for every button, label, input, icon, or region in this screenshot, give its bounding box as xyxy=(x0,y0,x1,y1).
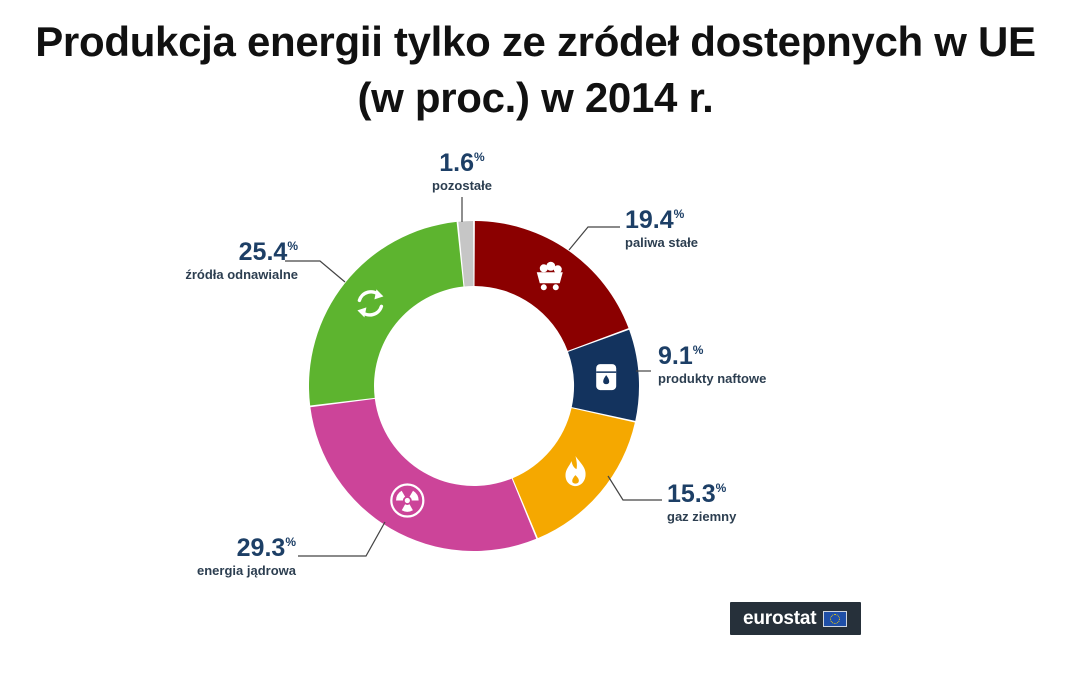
slice-pozostale xyxy=(458,221,474,287)
value-label-energia-jadrowa: 29.3% xyxy=(237,534,297,562)
category-label-gaz-ziemny: gaz ziemny xyxy=(667,509,737,524)
value-label-gaz-ziemny: 15.3% xyxy=(667,480,727,508)
leader-line-zrodla-odnawialne xyxy=(285,260,346,283)
percent-sign: % xyxy=(693,343,704,357)
slice-paliwa-stale-arc xyxy=(474,221,629,351)
chart-title: Produkcja energii tylko ze zródeł dostep… xyxy=(0,14,1071,126)
eurostat-logo-text: eurostat xyxy=(743,607,817,629)
slice-energia-jadrowa xyxy=(310,398,537,551)
slice-energia-jadrowa-arc xyxy=(310,398,537,551)
radiation-icon xyxy=(390,483,425,518)
recycle-icon xyxy=(357,289,384,318)
value-label-pozostale: 1.6% xyxy=(439,149,485,177)
value-label-produkty-naftowe: 9.1% xyxy=(658,342,704,370)
category-label-paliwa-stale: paliwa stałe xyxy=(625,235,698,250)
chart-title-line-1: Produkcja energii tylko ze zródeł dostep… xyxy=(35,18,1036,65)
slice-pozostale-arc xyxy=(458,221,474,287)
slice-produkty-naftowe xyxy=(568,329,639,421)
category-label-energia-jadrowa: energia jądrowa xyxy=(197,563,297,578)
leader-line-paliwa-stale xyxy=(568,226,620,251)
category-label-produkty-naftowe: produkty naftowe xyxy=(658,371,766,386)
eu-flag-icon xyxy=(823,610,848,627)
eurostat-logo: eurostat xyxy=(730,602,861,635)
chart-title-line-2: (w proc.) w 2014 r. xyxy=(357,74,714,121)
category-label-zrodla-odnawialne: źródła odnawialne xyxy=(185,267,298,282)
slice-zrodla-odnawialne-arc xyxy=(309,221,464,406)
coal-cart-icon xyxy=(536,261,563,291)
slice-paliwa-stale xyxy=(474,221,629,351)
percent-sign: % xyxy=(474,150,485,164)
leader-line-gaz-ziemny xyxy=(607,475,662,501)
oil-barrel-icon xyxy=(596,364,617,391)
value-label-paliwa-stale: 19.4% xyxy=(625,206,685,234)
percent-sign: % xyxy=(674,207,685,221)
flame-icon xyxy=(565,456,586,487)
leader-line-energia-jadrowa xyxy=(298,521,386,557)
value-label-zrodla-odnawialne: 25.4% xyxy=(239,238,299,266)
category-label-pozostale: pozostałe xyxy=(432,178,492,193)
slice-zrodla-odnawialne xyxy=(309,221,464,406)
slice-gaz-ziemny xyxy=(512,408,635,539)
percent-sign: % xyxy=(285,535,296,549)
percent-sign: % xyxy=(287,239,298,253)
percent-sign: % xyxy=(716,481,727,495)
